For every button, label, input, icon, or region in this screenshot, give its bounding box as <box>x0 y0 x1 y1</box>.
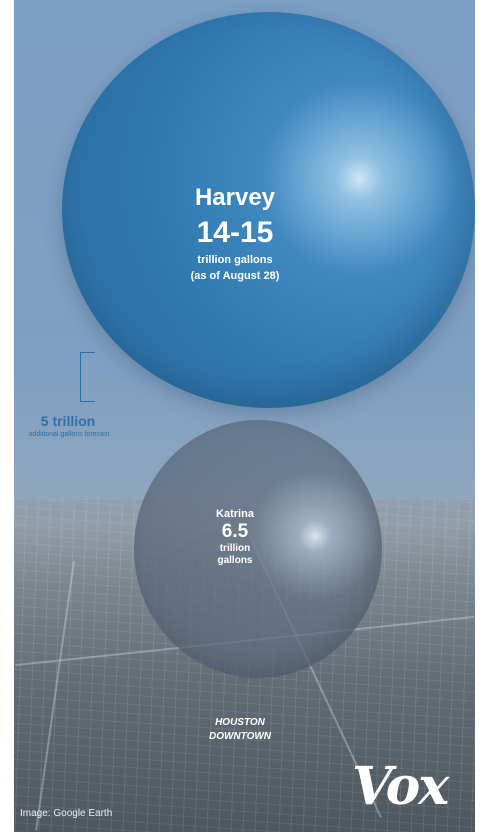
harvey-bubble <box>62 12 475 408</box>
vox-logo: Vox <box>352 756 449 817</box>
forecast-value: 5 trillion <box>40 413 96 429</box>
forecast-bracket <box>80 352 95 402</box>
location-label-line2: DOWNTOWN <box>208 731 272 742</box>
location-label: HOUSTON DOWNTOWN <box>190 716 290 744</box>
image-credit: Image: Google Earth <box>20 808 113 819</box>
infographic-frame <box>14 0 475 832</box>
katrina-value: 6.5 <box>221 521 249 542</box>
katrina-unit: trillion gallons <box>190 543 280 567</box>
katrina-name: Katrina <box>216 508 254 520</box>
harvey-name: Harvey <box>194 184 276 211</box>
katrina-bubble <box>134 420 382 678</box>
katrina-unit-line2: gallons <box>217 555 253 566</box>
katrina-unit-line1: trillion <box>219 543 251 554</box>
location-label-line1: HOUSTON <box>215 717 265 728</box>
harvey-value: 14-15 <box>196 216 274 249</box>
forecast-label: additional gallons forecast <box>28 431 110 438</box>
harvey-unit: trillion gallons <box>197 254 273 266</box>
harvey-note: (as of August 28) <box>190 270 280 282</box>
